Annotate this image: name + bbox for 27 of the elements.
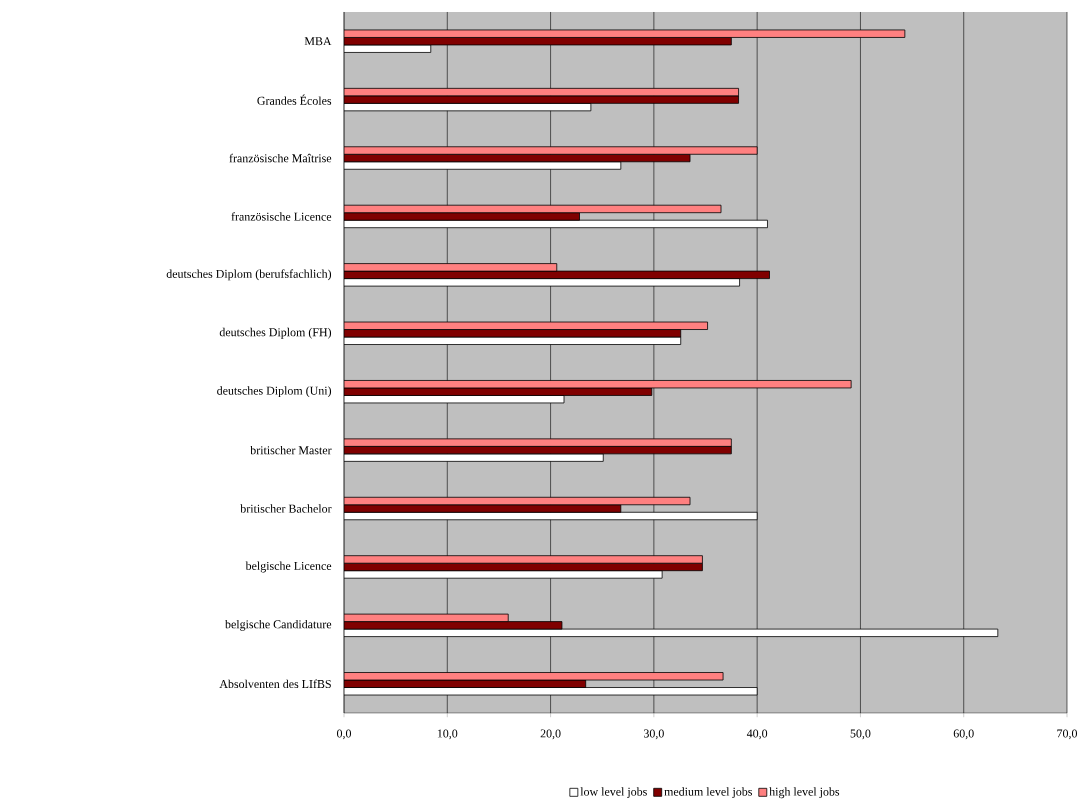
y-tick-label: Absolventen des LIfBS: [219, 679, 331, 689]
y-tick-label: MBA: [304, 37, 332, 46]
y-tick-label: deutsches Diplom (Uni): [217, 386, 332, 398]
bar: [344, 161, 622, 170]
x-tick-label: 40,0: [746, 729, 768, 740]
y-tick-label: französische Maîtrise: [229, 153, 332, 163]
x-tick-label: 10,0: [437, 729, 458, 740]
x-tick-label: 0,0: [336, 729, 352, 740]
x-tick-label: 60,0: [953, 729, 974, 740]
legend-label: medium level jobs: [664, 787, 752, 799]
y-tick-label: Grandes Écoles: [257, 94, 332, 105]
x-tick-label: 30,0: [643, 729, 664, 740]
x-tick-label: 70,0: [1057, 729, 1078, 740]
x-tick-label: 50,0: [850, 729, 871, 740]
y-tick-label: belgische Candidature: [225, 619, 332, 631]
legend-label: low level jobs: [580, 787, 647, 799]
x-tick-label: 20,0: [540, 729, 561, 740]
y-tick-label: deutsches Diplom (berufsfachlich): [166, 269, 332, 281]
y-tick-label: deutsches Diplom (FH): [219, 327, 332, 339]
y-tick-label: britischer Bachelor: [240, 504, 332, 513]
y-tick-label: britischer Master: [250, 445, 332, 455]
legend-label: high level jobs: [769, 787, 840, 799]
bar: [344, 555, 703, 564]
bar: [344, 570, 663, 579]
y-tick-label: französische Licence: [231, 212, 332, 221]
bar: [344, 146, 758, 155]
y-tick-label: belgische Licence: [245, 561, 332, 573]
